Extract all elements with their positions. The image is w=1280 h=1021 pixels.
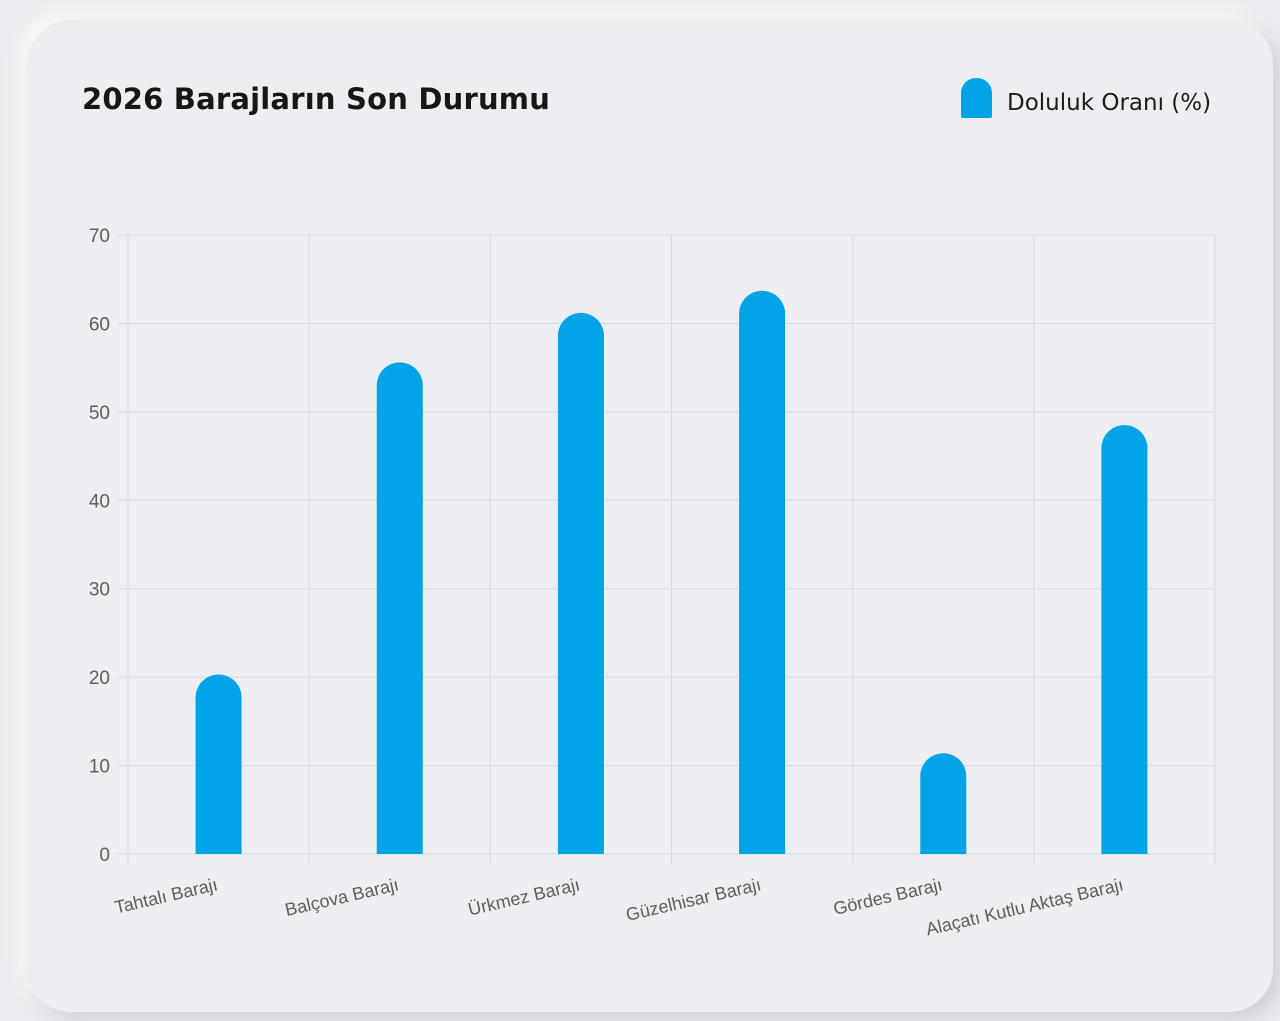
x-tick-label: Güzelhisar Barajı (624, 874, 763, 925)
x-tick-label: Ürkmez Barajı (466, 874, 582, 919)
bar-3[interactable] (557, 312, 604, 854)
bar-1[interactable] (195, 674, 242, 854)
x-tick-label: Gördes Barajı (831, 874, 944, 918)
legend-swatch (961, 78, 992, 118)
x-tick-label: Tahtalı Barajı (113, 874, 220, 917)
y-tick-label: 60 (89, 314, 110, 335)
legend-label: Doluluk Oranı (%) (1007, 90, 1212, 116)
chart-title: 2026 Barajların Son Durumu (82, 82, 551, 116)
x-tick-label: Balçova Barajı (283, 874, 401, 920)
bar-4[interactable] (739, 290, 786, 855)
y-tick-label: 0 (99, 845, 110, 866)
x-tick-label: Alaçatı Kutlu Aktaş Barajı (924, 874, 1125, 939)
legend[interactable]: Doluluk Oranı (%) (961, 78, 1211, 118)
bar-5[interactable] (920, 753, 967, 854)
y-tick-label: 70 (89, 226, 110, 247)
y-tick-label: 10 (89, 757, 110, 778)
bar-2[interactable] (376, 362, 423, 854)
y-tick-label: 50 (89, 403, 110, 424)
y-tick-label: 20 (89, 668, 110, 689)
bar-6[interactable] (1101, 425, 1148, 854)
y-tick-label: 30 (89, 580, 110, 601)
y-tick-label: 40 (89, 491, 110, 512)
